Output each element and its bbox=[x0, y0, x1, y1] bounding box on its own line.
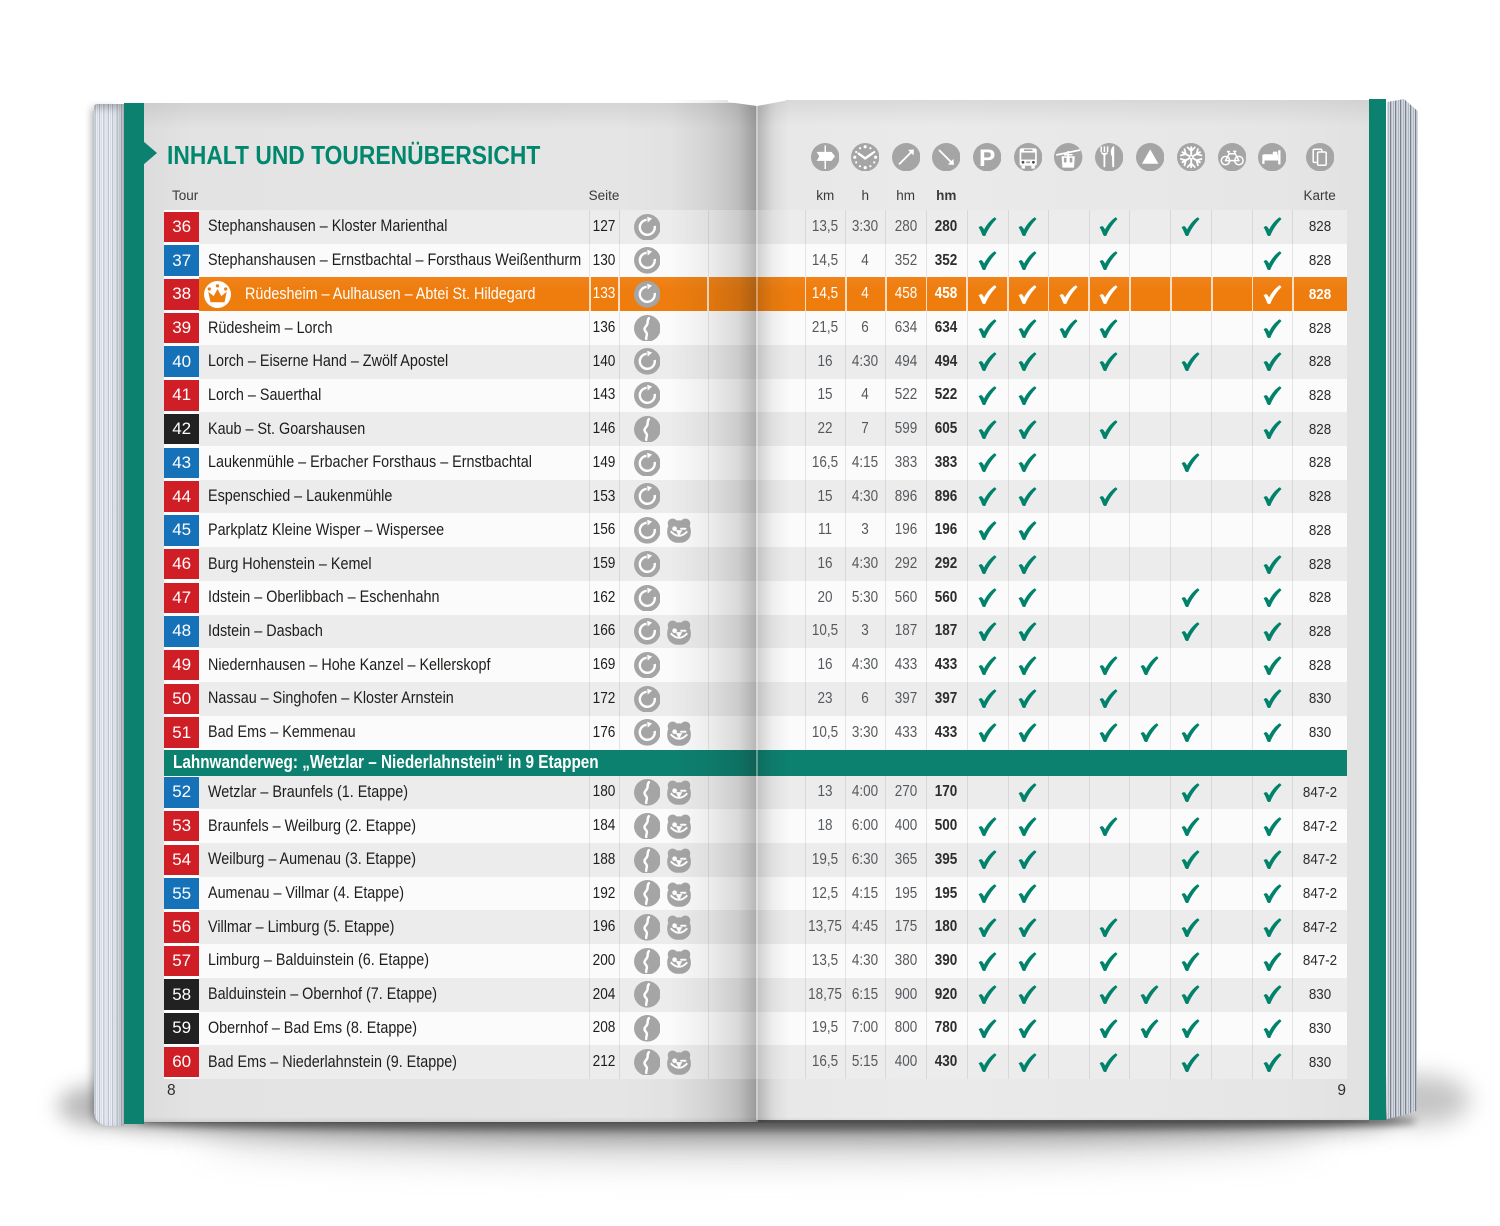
svg-text:P: P bbox=[979, 145, 995, 171]
